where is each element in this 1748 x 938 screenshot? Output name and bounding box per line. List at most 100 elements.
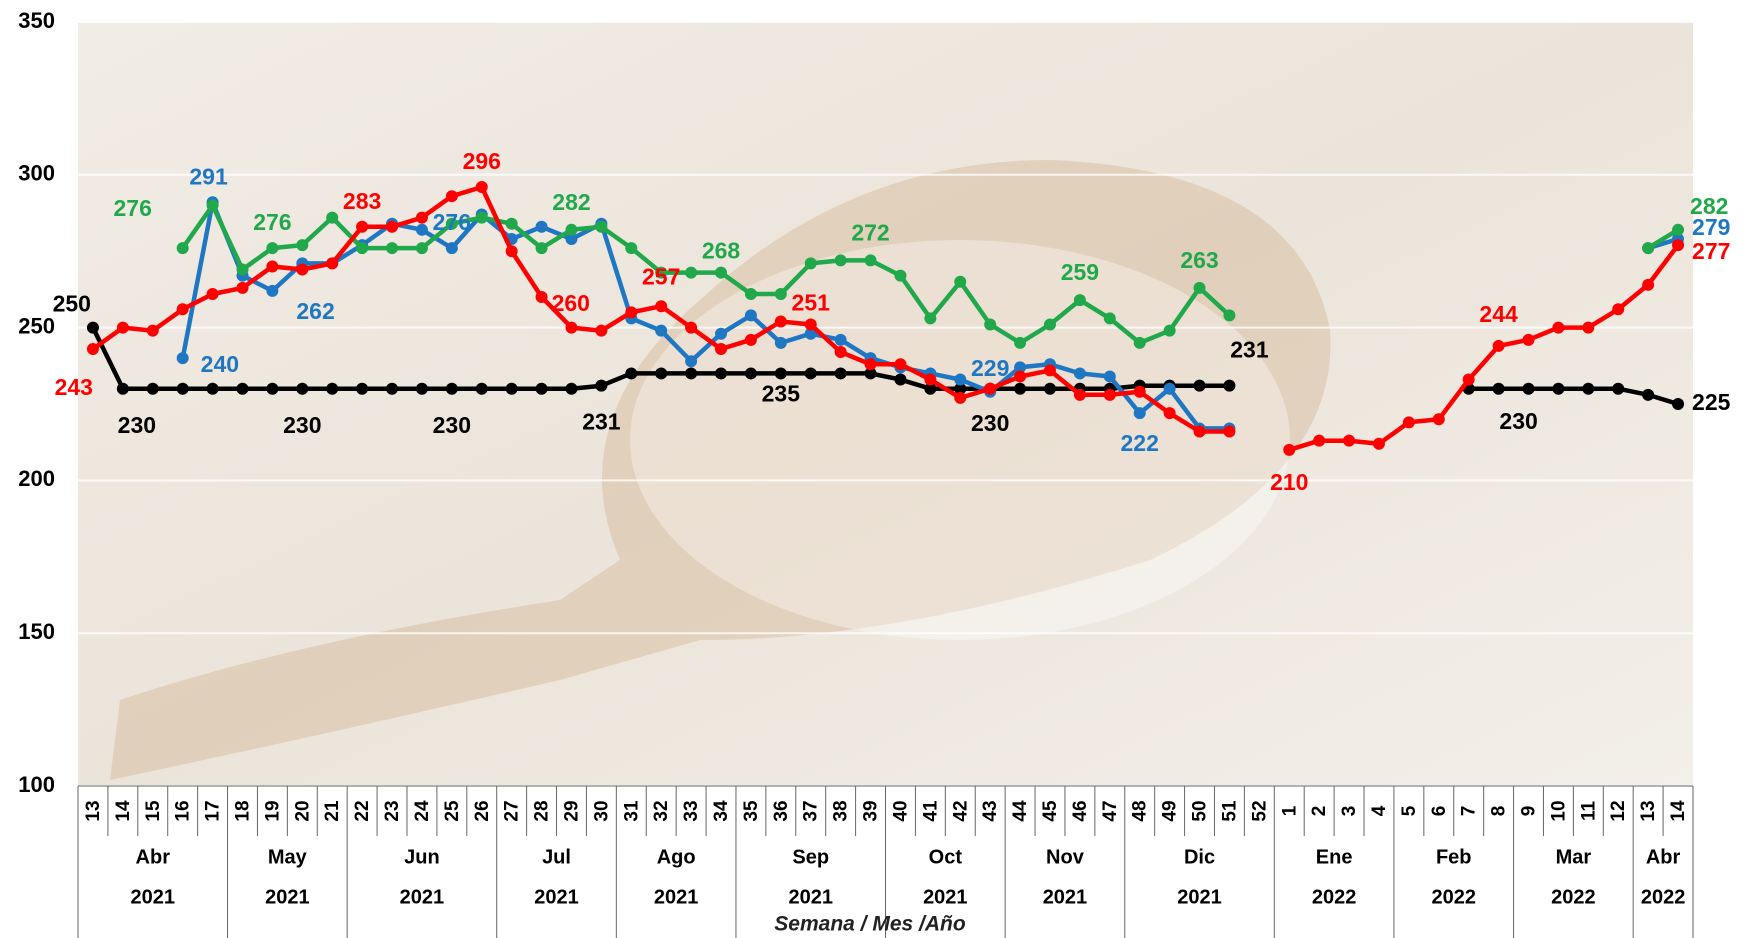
- point: [535, 242, 548, 255]
- point: [655, 367, 668, 380]
- point: [356, 220, 369, 233]
- x-tick-label: 36: [771, 800, 792, 821]
- point: [715, 327, 728, 340]
- point: [804, 257, 817, 270]
- point: [266, 382, 279, 395]
- point: [984, 318, 997, 331]
- point: [146, 382, 159, 395]
- x-tick-label: 28: [532, 800, 553, 821]
- point: [774, 367, 787, 380]
- data-label: 279: [1692, 214, 1730, 240]
- year-label: 2021: [788, 886, 833, 908]
- point: [924, 382, 937, 395]
- point: [685, 266, 698, 279]
- point: [415, 382, 428, 395]
- data-label: 231: [582, 409, 621, 435]
- point: [804, 367, 817, 380]
- x-tick-label: 50: [1190, 800, 1211, 821]
- point: [1043, 382, 1056, 395]
- data-label: 244: [1479, 301, 1518, 327]
- month-label: Mar: [1556, 846, 1592, 868]
- point: [176, 382, 189, 395]
- data-label: 257: [642, 263, 680, 289]
- point: [1582, 321, 1595, 334]
- year-label: 2021: [534, 886, 579, 908]
- x-tick-label: 1: [1279, 805, 1300, 816]
- point: [326, 257, 339, 270]
- month-label: Dic: [1184, 846, 1215, 868]
- x-tick-label: 13: [1638, 800, 1659, 821]
- data-label: 230: [118, 412, 156, 438]
- point: [415, 211, 428, 224]
- point: [1672, 223, 1685, 236]
- point: [445, 190, 458, 203]
- point: [1372, 437, 1385, 450]
- data-label: 210: [1270, 469, 1308, 495]
- data-label: 272: [851, 219, 889, 245]
- point: [296, 239, 309, 252]
- point: [1642, 388, 1655, 401]
- year-label: 2021: [1043, 886, 1088, 908]
- year-label: 2022: [1641, 886, 1686, 908]
- x-tick-label: 18: [233, 800, 254, 821]
- x-tick-label: 47: [1100, 800, 1121, 821]
- data-label: 229: [971, 355, 1009, 381]
- point: [834, 333, 847, 346]
- point: [1462, 373, 1475, 386]
- x-tick-label: 38: [831, 800, 852, 821]
- x-tick-label: 34: [711, 800, 732, 822]
- x-tick-label: 9: [1519, 806, 1540, 817]
- point: [1642, 278, 1655, 291]
- point: [356, 242, 369, 255]
- point: [116, 382, 129, 395]
- x-tick-label: 12: [1608, 800, 1629, 821]
- point: [1552, 321, 1565, 334]
- point: [1073, 294, 1086, 307]
- point: [894, 373, 907, 386]
- x-tick-label: 15: [143, 800, 164, 822]
- x-tick-label: 48: [1130, 800, 1151, 821]
- data-label: 296: [463, 148, 501, 174]
- point: [296, 382, 309, 395]
- point: [1642, 242, 1655, 255]
- point: [505, 382, 518, 395]
- data-label: 235: [762, 381, 801, 407]
- point: [86, 321, 99, 334]
- x-tick-label: 40: [890, 800, 911, 821]
- x-tick-label: 37: [801, 800, 822, 821]
- x-tick-label: 8: [1489, 806, 1510, 817]
- point: [1133, 407, 1146, 420]
- x-tick-label: 20: [292, 800, 313, 821]
- point: [744, 367, 757, 380]
- point: [715, 367, 728, 380]
- point: [266, 242, 279, 255]
- year-label: 2022: [1431, 886, 1476, 908]
- year-label: 2021: [131, 886, 176, 908]
- x-tick-label: 32: [651, 800, 672, 821]
- point: [206, 199, 219, 212]
- point: [1103, 370, 1116, 383]
- point: [326, 211, 339, 224]
- point: [715, 342, 728, 355]
- point: [834, 367, 847, 380]
- point: [685, 367, 698, 380]
- point: [445, 242, 458, 255]
- x-tick-label: 42: [950, 800, 971, 821]
- x-tick-label: 2: [1309, 806, 1330, 817]
- x-tick-label: 35: [741, 800, 762, 822]
- point: [116, 321, 129, 334]
- x-tick-label: 45: [1040, 800, 1061, 822]
- point: [535, 220, 548, 233]
- x-tick-label: 17: [203, 800, 224, 821]
- point: [1223, 309, 1236, 322]
- data-label: 276: [433, 209, 471, 235]
- point: [625, 242, 638, 255]
- point: [386, 242, 399, 255]
- point: [1103, 312, 1116, 325]
- x-tick-label: 10: [1548, 800, 1569, 821]
- x-tick-label: 22: [352, 800, 373, 821]
- point: [595, 324, 608, 337]
- data-label: 230: [1499, 408, 1537, 434]
- x-tick-label: 3: [1339, 806, 1360, 817]
